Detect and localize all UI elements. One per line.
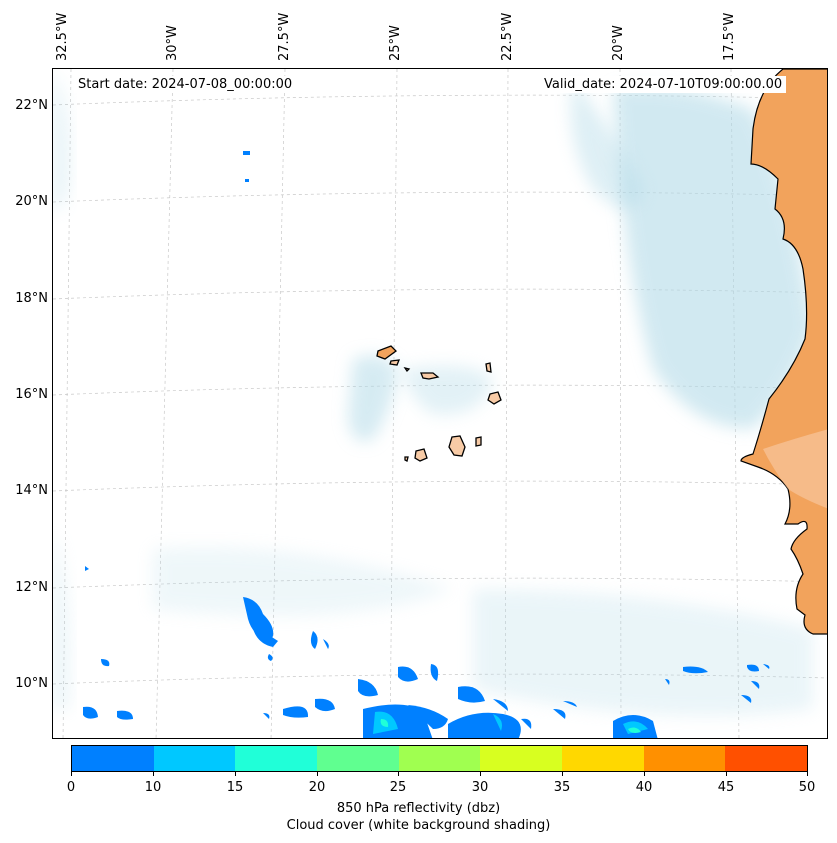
lat-label: 10°N (15, 676, 48, 691)
africa-mainland (740, 69, 827, 635)
colorbar-tick (153, 771, 154, 776)
lon-label: 22.5°W (500, 12, 515, 61)
lon-label: 27.5°W (277, 12, 292, 61)
lon-label: 20°W (611, 25, 626, 61)
colorbar-segment (235, 746, 318, 771)
valid-date-label: Valid_date: 2024-07-10T09:00:00.00 (540, 76, 787, 93)
colorbar-sublabel: Cloud cover (white background shading) (286, 818, 551, 833)
cloud-cover-shading (53, 69, 813, 716)
colorbar-tick-label: 30 (471, 780, 489, 795)
colorbar-tick (644, 771, 645, 776)
lon-label: 30°W (165, 25, 180, 61)
lat-label: 18°N (15, 291, 48, 306)
colorbar-tick (807, 771, 808, 776)
start-date-label: Start date: 2024-07-08_00:00:00 (74, 76, 297, 93)
lat-label: 20°N (15, 194, 48, 209)
colorbar-tick (480, 771, 481, 776)
colorbar-label: 850 hPa reflectivity (dbz) (336, 801, 501, 816)
colorbar (71, 745, 808, 772)
lat-label: 14°N (15, 483, 48, 498)
colorbar-segment (398, 746, 481, 771)
lon-label: 17.5°W (722, 12, 737, 61)
colorbar-tick-label: 15 (226, 780, 244, 795)
colorbar-segment (317, 746, 399, 771)
colorbar-tick (235, 771, 236, 776)
colorbar-segment (480, 746, 563, 771)
lon-label: 32.5°W (55, 12, 70, 61)
colorbar-tick (726, 771, 727, 776)
colorbar-tick-label: 0 (66, 780, 76, 795)
colorbar-tick (398, 771, 399, 776)
lat-label: 22°N (15, 98, 48, 113)
colorbar-tick-label: 25 (389, 780, 407, 795)
colorbar-segment (562, 746, 644, 771)
colorbar-segment (72, 746, 154, 771)
colorbar-tick (71, 771, 72, 776)
colorbar-segment (643, 746, 726, 771)
colorbar-segment (153, 746, 236, 771)
island-specks (243, 151, 250, 182)
colorbar-tick (562, 771, 563, 776)
lat-label: 12°N (15, 580, 48, 595)
colorbar-segment (725, 746, 808, 771)
map-canvas (53, 69, 827, 738)
colorbar-tick (317, 771, 318, 776)
colorbar-tick-label: 10 (144, 780, 162, 795)
colorbar-tick-label: 35 (553, 780, 571, 795)
colorbar-tick-label: 20 (308, 780, 326, 795)
colorbar-tick-label: 50 (798, 780, 816, 795)
lon-label: 25°W (388, 25, 403, 61)
cape-verde-islands (376, 345, 502, 462)
colorbar-tick-label: 45 (717, 780, 735, 795)
lat-label: 16°N (15, 387, 48, 402)
reflectivity-field (83, 566, 770, 738)
colorbar-tick-label: 40 (635, 780, 653, 795)
map-panel (52, 68, 828, 739)
